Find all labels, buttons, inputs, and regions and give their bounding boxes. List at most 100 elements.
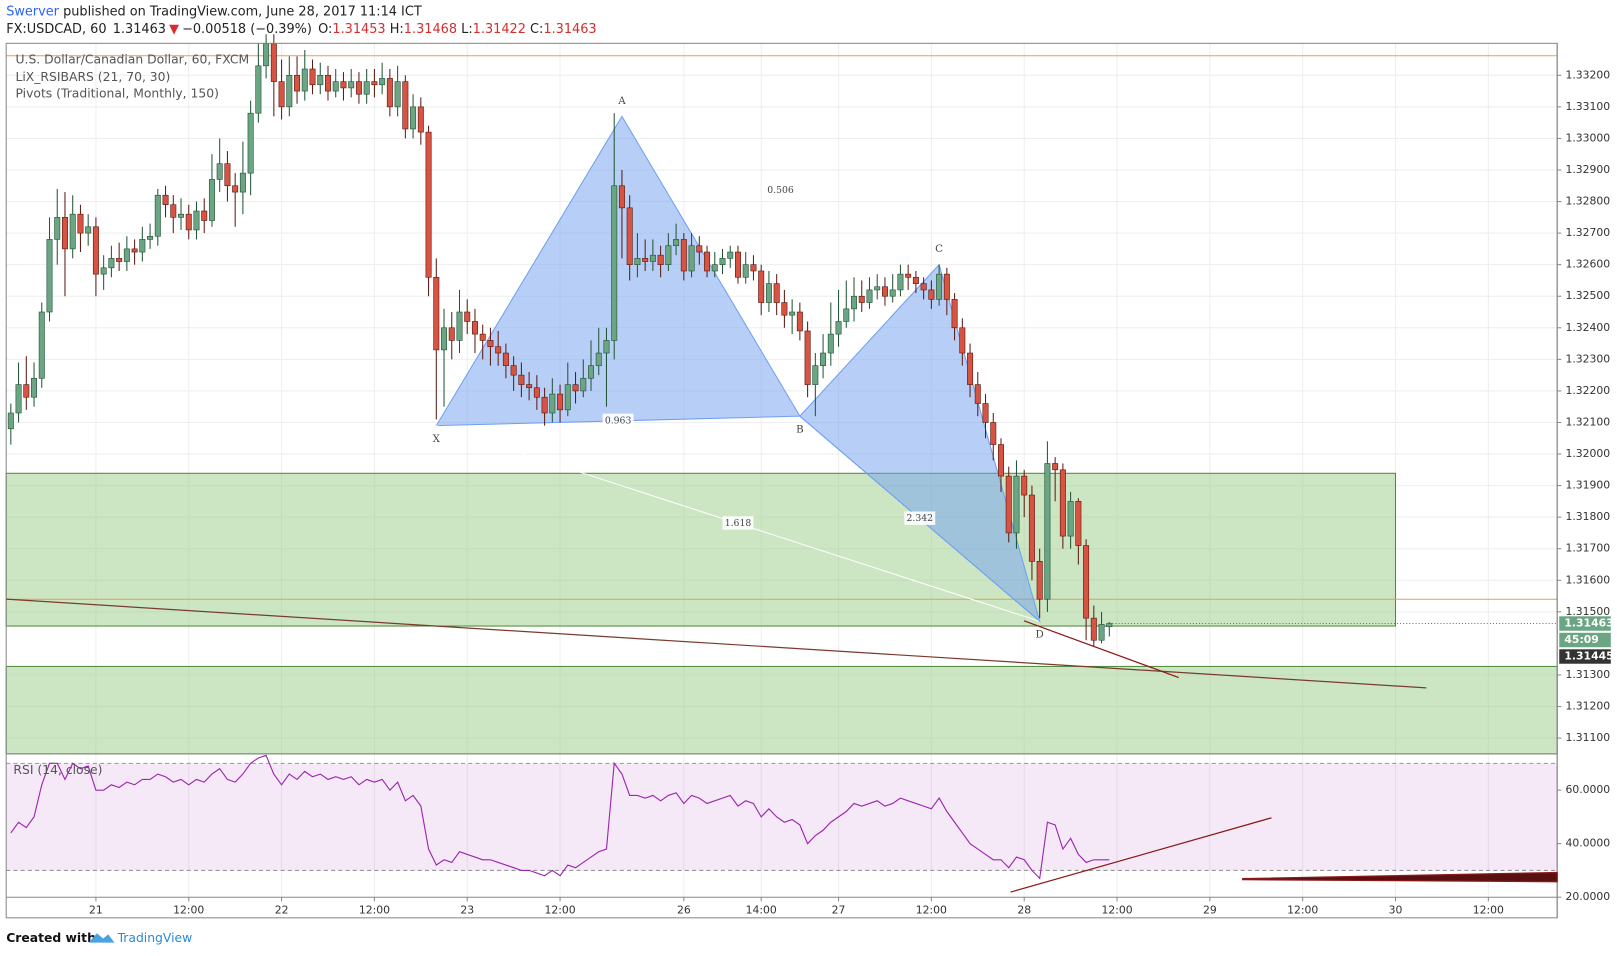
price-label: 1.31445 bbox=[1564, 650, 1613, 663]
y-tick-label: 1.31200 bbox=[1565, 700, 1610, 713]
x-tick-label: 28 bbox=[1017, 904, 1031, 917]
rsi-tick-label: 40.0000 bbox=[1565, 837, 1610, 850]
candle-body bbox=[208, 179, 215, 221]
candle-body bbox=[1090, 617, 1097, 641]
candle-body bbox=[441, 327, 448, 351]
x-tick-label: 12:00 bbox=[1287, 904, 1318, 917]
candle-body bbox=[727, 251, 734, 259]
candle-body bbox=[673, 239, 680, 247]
candle-body bbox=[851, 295, 858, 310]
candle-body bbox=[255, 65, 262, 114]
candle-body bbox=[773, 283, 780, 303]
candle-body bbox=[193, 210, 200, 231]
candle-body bbox=[1075, 501, 1082, 546]
candle-body bbox=[247, 112, 254, 174]
candle-body bbox=[464, 311, 471, 322]
zone bbox=[5, 665, 1558, 755]
candle-body bbox=[943, 273, 950, 300]
candle-body bbox=[967, 352, 974, 385]
rsi-line bbox=[10, 754, 1110, 880]
candle-body bbox=[170, 204, 177, 218]
x-tick-label: 12:00 bbox=[173, 904, 204, 917]
rsi-tick-label: 20.0000 bbox=[1565, 890, 1610, 903]
candle-body bbox=[270, 43, 277, 82]
quote-line: FX:USDCAD, 60 1.31463 ▼ −0.00518 (−0.39%) O:… bbox=[6, 21, 596, 36]
candle-body bbox=[541, 396, 548, 414]
candle-body bbox=[1021, 475, 1028, 496]
candle-body bbox=[92, 226, 99, 275]
candle-body bbox=[394, 81, 401, 108]
candle-body bbox=[1036, 561, 1043, 600]
candle-body bbox=[15, 384, 22, 414]
candle-body bbox=[998, 444, 1004, 477]
y-tick-label: 1.32500 bbox=[1565, 289, 1610, 302]
candle-body bbox=[456, 311, 463, 341]
candle-body bbox=[116, 258, 123, 262]
ratio-box bbox=[722, 516, 754, 530]
candle-body bbox=[7, 412, 14, 430]
candle-body bbox=[332, 81, 339, 92]
candle-body bbox=[680, 239, 687, 272]
ohlc-label: C: bbox=[530, 21, 543, 36]
candle-body bbox=[348, 81, 355, 89]
candle-body bbox=[502, 352, 509, 366]
legend-line: U.S. Dollar/Canadian Dollar, 60, FXCM bbox=[15, 52, 249, 66]
price-label-box bbox=[1559, 616, 1611, 631]
candle-body bbox=[696, 245, 703, 253]
candle-body bbox=[340, 81, 347, 89]
candle-body bbox=[23, 384, 30, 398]
publish-info: published on TradingView.com, June 28, 2… bbox=[63, 4, 422, 19]
candle-body bbox=[626, 207, 633, 265]
candle-body bbox=[1044, 463, 1051, 600]
symbol: FX:USDCAD, 60 bbox=[6, 21, 106, 36]
y-tick-label: 1.33200 bbox=[1565, 68, 1610, 81]
y-tick-label: 1.31100 bbox=[1565, 731, 1610, 744]
candle-body bbox=[526, 384, 533, 389]
candle-body bbox=[765, 283, 772, 303]
brand-logo bbox=[88, 933, 115, 943]
candle-body bbox=[827, 333, 834, 354]
candle-body bbox=[100, 267, 107, 275]
candle-body bbox=[974, 384, 981, 404]
candle-body bbox=[936, 273, 943, 300]
candle-body bbox=[820, 352, 827, 366]
candle-body bbox=[704, 251, 711, 272]
ohlc-value: 1.31422 bbox=[473, 21, 526, 36]
footer-brand[interactable]: TradingView bbox=[117, 931, 193, 945]
candle-body bbox=[448, 327, 455, 341]
x-tick-label: 14:00 bbox=[746, 904, 777, 917]
footer-text: Created with bbox=[6, 931, 96, 945]
candle-body bbox=[928, 289, 935, 300]
x-tick-label: 12:00 bbox=[916, 904, 947, 917]
candle-body bbox=[889, 289, 896, 297]
price-label-box bbox=[1559, 649, 1611, 664]
candle-body bbox=[162, 194, 169, 206]
x-tick-label: 26 bbox=[677, 904, 691, 917]
y-tick-label: 1.31600 bbox=[1565, 573, 1610, 586]
candle-body bbox=[386, 78, 393, 108]
legend-line: Pivots (Traditional, Monthly, 150) bbox=[15, 86, 219, 100]
x-tick-label: 23 bbox=[460, 904, 474, 917]
rsi-trend-line bbox=[1010, 817, 1272, 893]
ratio-label: 0.963 bbox=[605, 415, 632, 426]
ratio-label: 1.618 bbox=[725, 518, 752, 529]
candle-body bbox=[108, 258, 115, 269]
candle-body bbox=[85, 226, 92, 234]
candle-body bbox=[843, 308, 850, 322]
candle-body bbox=[572, 384, 579, 392]
candle-body bbox=[858, 295, 865, 303]
x-tick-label: 22 bbox=[275, 904, 289, 917]
candle-body bbox=[618, 185, 625, 209]
candle-body bbox=[294, 74, 301, 92]
x-tick-label: 12:00 bbox=[544, 904, 575, 917]
candle-body bbox=[263, 43, 270, 67]
last-price: 1.31463 bbox=[113, 21, 166, 36]
legend-line: LiX_RSIBARS (21, 70, 30) bbox=[15, 70, 170, 84]
candle-body bbox=[417, 106, 424, 133]
rsi-title: RSI (14, close) bbox=[13, 763, 102, 777]
candle-body bbox=[796, 311, 803, 332]
price-label: 1.31463 bbox=[1564, 617, 1613, 630]
candle-body bbox=[185, 213, 192, 231]
candle-body bbox=[31, 377, 38, 398]
